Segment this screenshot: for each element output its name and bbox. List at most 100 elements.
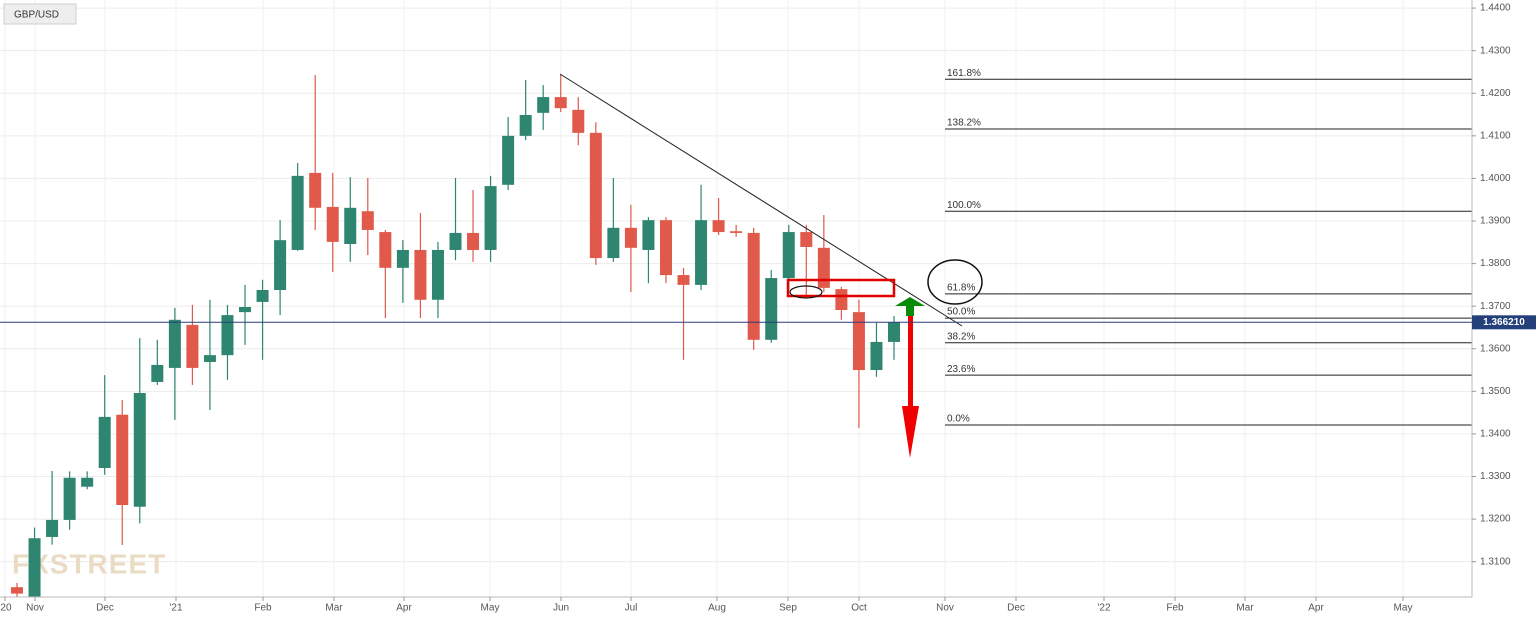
candle-body	[116, 414, 129, 506]
arrow-shaft	[906, 306, 914, 316]
candle-body	[730, 231, 743, 233]
fib-label: 0.0%	[947, 414, 970, 425]
candle-body	[256, 289, 269, 302]
candle-body	[852, 312, 865, 371]
fib-label: 161.8%	[947, 68, 981, 79]
x-tick-label: Nov	[936, 603, 954, 614]
candle-body	[782, 232, 795, 279]
y-tick-label: 1.4400	[1480, 3, 1511, 14]
x-tick-label: Mar	[1236, 603, 1254, 614]
candle-body	[46, 519, 59, 537]
candle-body	[431, 249, 444, 300]
x-tick-label: May	[1394, 603, 1413, 614]
candle-body	[467, 232, 480, 250]
y-tick-label: 1.3100	[1480, 556, 1511, 567]
x-tick-label: Dec	[96, 603, 114, 614]
candle-body	[98, 416, 111, 468]
candle-body	[28, 538, 41, 605]
current-price-box	[1472, 315, 1536, 330]
candle-body	[765, 278, 778, 340]
candle-body	[642, 220, 655, 250]
candle-body	[203, 355, 216, 362]
up-arrow	[895, 297, 925, 316]
candle-body	[607, 227, 620, 259]
candle-body	[133, 393, 146, 507]
x-tick-label: Nov	[26, 603, 44, 614]
candle-body	[817, 247, 830, 288]
x-tick-label: Sep	[779, 603, 797, 614]
y-tick-label: 1.3600	[1480, 343, 1511, 354]
candle-body	[589, 132, 602, 259]
fib-label: 138.2%	[947, 118, 981, 129]
candle-body	[519, 114, 532, 136]
fib-label: 50.0%	[947, 307, 975, 318]
candle-body	[186, 324, 199, 368]
fib-label: 38.2%	[947, 331, 975, 342]
fib-label: 61.8%	[947, 282, 975, 293]
candle-body	[414, 249, 427, 300]
y-tick-label: 1.3800	[1480, 258, 1511, 269]
candle-body	[712, 220, 725, 233]
candles	[11, 74, 900, 609]
grid	[0, 0, 1472, 597]
highlight-box	[786, 278, 896, 298]
y-tick-label: 1.3500	[1480, 386, 1511, 397]
current-price-label: 1.366210	[1483, 317, 1525, 328]
candle-body	[396, 249, 409, 268]
fib-label: 23.6%	[947, 364, 975, 375]
candle-body	[151, 364, 164, 382]
x-tick-label: Feb	[254, 603, 272, 614]
y-tick-label: 1.4300	[1480, 45, 1511, 56]
arrow-head	[902, 406, 919, 458]
candle-body	[537, 97, 550, 113]
candle-body	[239, 307, 252, 313]
x-tick-label: Mar	[325, 603, 343, 614]
circle-marker	[927, 259, 983, 305]
candle-body	[379, 232, 392, 268]
y-tick-label: 1.4000	[1480, 173, 1511, 184]
candle-body	[63, 477, 76, 520]
x-tick-label: May	[481, 603, 500, 614]
candle-body	[484, 186, 497, 250]
candle-body	[659, 220, 672, 276]
candle-body	[554, 97, 567, 109]
arrow-head	[895, 297, 925, 306]
y-tick-label: 1.3900	[1480, 216, 1511, 227]
candle-body	[800, 232, 813, 247]
x-tick-label: Oct	[851, 603, 867, 614]
candle-body	[168, 319, 181, 368]
x-tick-label: Aug	[708, 603, 726, 614]
y-tick-label: 1.3700	[1480, 301, 1511, 312]
candle-body	[695, 220, 708, 285]
axis-labels: 1.4400 1.4300 1.4200 1.4100 1.4000 1.3900 1.38…	[0, 3, 1511, 614]
y-tick-label: 1.3400	[1480, 429, 1511, 440]
time-axis	[0, 597, 1472, 618]
candle-body	[449, 232, 462, 250]
x-tick-label: Jul	[625, 603, 638, 614]
arrow-shaft	[908, 316, 913, 408]
candle-body	[309, 172, 322, 208]
x-tick-label: Jun	[553, 603, 569, 614]
candle-body	[835, 289, 848, 310]
y-tick-label: 1.4100	[1480, 130, 1511, 141]
candle-body	[747, 232, 760, 340]
x-tick-label: Dec	[1007, 603, 1025, 614]
y-tick-label: 1.3200	[1480, 514, 1511, 525]
candle-body	[572, 109, 585, 133]
y-tick-label: 1.4200	[1480, 88, 1511, 99]
x-tick-label: '21	[169, 603, 182, 614]
x-tick-label: Apr	[396, 603, 412, 614]
x-tick-label: '22	[1097, 603, 1110, 614]
fib-levels: 161.8% 138.2% 100.0% 61.8% 50.0% 38.2% 23.6% 0.…	[945, 68, 1472, 426]
symbol-box	[3, 3, 77, 25]
x-tick-label: Feb	[1166, 603, 1184, 614]
fib-label: 100.0%	[947, 200, 981, 211]
x-tick-label: '20	[0, 603, 12, 614]
plot-background	[0, 0, 1472, 597]
ellipse-marker	[789, 285, 823, 299]
candle-body	[624, 227, 637, 248]
candle-body	[221, 315, 234, 356]
candle-body	[81, 477, 94, 487]
candle-body	[291, 175, 304, 250]
symbol: GBP/USD	[14, 10, 59, 21]
